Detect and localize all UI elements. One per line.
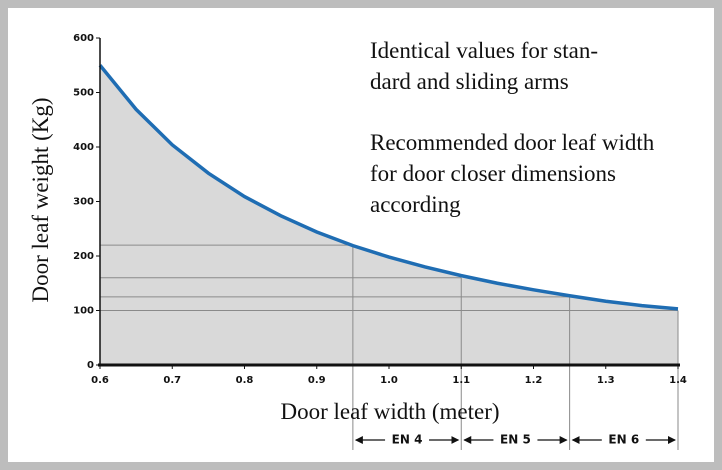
annotation: according (370, 192, 461, 217)
y-axis-label: Door leaf weight (Kg) (28, 97, 53, 302)
curve (98, 64, 679, 311)
x-tick-label: 1.0 (380, 375, 398, 386)
annotation: Recommended door leaf width (370, 130, 655, 155)
x-tick-label: 1.3 (597, 375, 615, 386)
x-tick-label: 0.6 (91, 375, 109, 386)
range-label: EN 5 (500, 433, 531, 447)
plot: 0 100 200 300 400 500 600 0.6 0.7 0.8 0.9 1.0 1.1 1.2… (73, 33, 687, 450)
annotation: dard and sliding arms (370, 69, 569, 94)
y-tick-label: 600 (73, 33, 94, 44)
x-tick-label: 0.8 (236, 375, 254, 386)
x-tick-label: 1.4 (669, 375, 687, 386)
y-tick-label: 300 (73, 197, 94, 208)
annotation: Identical values for stan- (370, 38, 598, 63)
range-label: EN 4 (392, 433, 423, 447)
range-label: EN 6 (608, 433, 639, 447)
y-tick-label: 100 (73, 306, 94, 317)
x-tick-label: 0.7 (163, 375, 181, 386)
x-tick-label: 1.1 (452, 375, 470, 386)
x-axis-label: Door leaf width (meter) (280, 399, 499, 424)
y-tick-label: 200 (73, 251, 94, 262)
x-tick-label: 1.2 (525, 375, 543, 386)
y-tick-label: 0 (87, 360, 94, 371)
annotation: for door closer dimensions (370, 161, 616, 186)
y-tick-label: 400 (73, 142, 94, 153)
x-tick-label: 0.9 (308, 375, 326, 386)
y-tick-label: 500 (73, 88, 94, 99)
